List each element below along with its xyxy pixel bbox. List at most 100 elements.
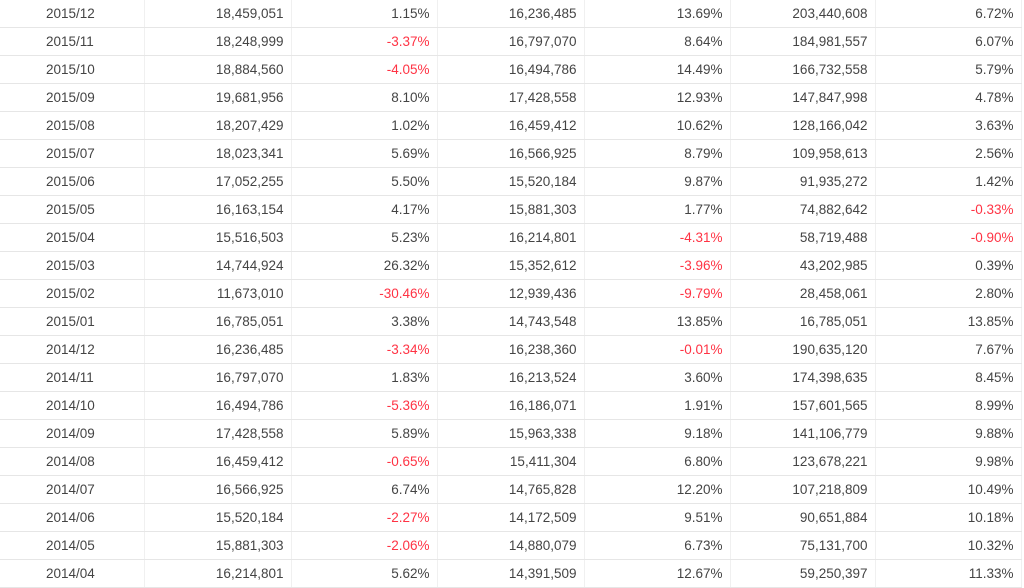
cumulative-value-cell: 109,958,613 [730,139,876,168]
cumulative-value-cell: 128,166,042 [730,111,876,140]
cumulative-value-cell: 59,250,397 [730,559,876,588]
cumulative-value-cell: 190,635,120 [730,335,876,364]
cumulative-value-cell: 75,131,700 [730,531,876,560]
yoy-change-cell: 6.80% [584,447,731,476]
cumulative-value-cell: 147,847,998 [730,83,876,112]
mom-change-cell: 3.38% [291,307,438,336]
value-cell: 18,884,560 [144,55,292,84]
prior-year-value-cell: 16,238,360 [437,335,585,364]
prior-year-value-cell: 16,797,070 [437,27,585,56]
yoy-change-cell: 9.51% [584,503,731,532]
table-row: 2014/05 15,881,303 -2.06% 14,880,079 6.73% 75… [0,531,1022,560]
value-cell: 19,681,956 [144,83,292,112]
month-cell: 2014/07 [0,475,145,504]
mom-change-cell: 1.83% [291,363,438,392]
month-cell: 2015/06 [0,167,145,196]
yoy-change-cell: 12.93% [584,83,731,112]
cumulative-value-cell: 166,732,558 [730,55,876,84]
cumulative-value-cell: 16,785,051 [730,307,876,336]
yoy-change-cell: 8.79% [584,139,731,168]
prior-year-value-cell: 14,880,079 [437,531,585,560]
cumulative-change-cell: 7.67% [875,335,1022,364]
cumulative-value-cell: 123,678,221 [730,447,876,476]
table-row: 2014/06 15,520,184 -2.27% 14,172,509 9.51% 90… [0,503,1022,532]
cumulative-change-cell: 10.18% [875,503,1022,532]
table-row: 2015/03 14,744,924 26.32% 15,352,612 -3.96% 4… [0,251,1022,280]
cumulative-value-cell: 43,202,985 [730,251,876,280]
table-row: 2014/08 16,459,412 -0.65% 15,411,304 6.80% 12… [0,447,1022,476]
mom-change-cell: 6.74% [291,475,438,504]
prior-year-value-cell: 15,520,184 [437,167,585,196]
cumulative-change-cell: 9.88% [875,419,1022,448]
mom-change-cell: -5.36% [291,391,438,420]
yoy-change-cell: -0.01% [584,335,731,364]
value-cell: 15,881,303 [144,531,292,560]
month-cell: 2014/04 [0,559,145,588]
cumulative-change-cell: -0.90% [875,223,1022,252]
table-row: 2015/06 17,052,255 5.50% 15,520,184 9.87% 91,… [0,167,1022,196]
month-cell: 2015/11 [0,27,145,56]
mom-change-cell: 26.32% [291,251,438,280]
mom-change-cell: -4.05% [291,55,438,84]
mom-change-cell: 5.50% [291,167,438,196]
cumulative-change-cell: 10.32% [875,531,1022,560]
mom-change-cell: 5.69% [291,139,438,168]
month-cell: 2014/09 [0,419,145,448]
yoy-change-cell: 13.69% [584,0,731,28]
mom-change-cell: 5.89% [291,419,438,448]
cumulative-change-cell: -0.33% [875,195,1022,224]
cumulative-change-cell: 8.45% [875,363,1022,392]
value-cell: 16,459,412 [144,447,292,476]
value-cell: 18,207,429 [144,111,292,140]
mom-change-cell: -2.27% [291,503,438,532]
prior-year-value-cell: 14,172,509 [437,503,585,532]
mom-change-cell: -0.65% [291,447,438,476]
yoy-change-cell: 1.91% [584,391,731,420]
table-row: 2015/08 18,207,429 1.02% 16,459,412 10.62% 12… [0,111,1022,140]
cumulative-change-cell: 11.33% [875,559,1022,588]
prior-year-value-cell: 15,963,338 [437,419,585,448]
cumulative-change-cell: 10.49% [875,475,1022,504]
cumulative-value-cell: 74,882,642 [730,195,876,224]
prior-year-value-cell: 16,494,786 [437,55,585,84]
table-row: 2015/05 16,163,154 4.17% 15,881,303 1.77% 74,… [0,195,1022,224]
month-cell: 2015/10 [0,55,145,84]
cumulative-value-cell: 141,106,779 [730,419,876,448]
table-row: 2015/12 18,459,051 1.15% 16,236,485 13.69% 20… [0,0,1022,28]
mom-change-cell: 1.02% [291,111,438,140]
prior-year-value-cell: 12,939,436 [437,279,585,308]
yoy-change-cell: 14.49% [584,55,731,84]
month-cell: 2014/10 [0,391,145,420]
cumulative-value-cell: 90,651,884 [730,503,876,532]
month-cell: 2015/09 [0,83,145,112]
cumulative-change-cell: 6.72% [875,0,1022,28]
table-row: 2014/04 16,214,801 5.62% 14,391,509 12.67% 59… [0,559,1022,588]
table-row: 2015/01 16,785,051 3.38% 14,743,548 13.85% 16… [0,307,1022,336]
prior-year-value-cell: 15,411,304 [437,447,585,476]
table-row: 2014/12 16,236,485 -3.34% 16,238,360 -0.01% 1… [0,335,1022,364]
value-cell: 15,516,503 [144,223,292,252]
cumulative-change-cell: 9.98% [875,447,1022,476]
prior-year-value-cell: 16,214,801 [437,223,585,252]
table-row: 2015/02 11,673,010 -30.46% 12,939,436 -9.79%… [0,279,1022,308]
cumulative-change-cell: 8.99% [875,391,1022,420]
month-cell: 2015/04 [0,223,145,252]
yoy-change-cell: 12.67% [584,559,731,588]
prior-year-value-cell: 16,236,485 [437,0,585,28]
yoy-change-cell: 13.85% [584,307,731,336]
mom-change-cell: 4.17% [291,195,438,224]
value-cell: 18,459,051 [144,0,292,28]
mom-change-cell: 1.15% [291,0,438,28]
prior-year-value-cell: 17,428,558 [437,83,585,112]
cumulative-value-cell: 174,398,635 [730,363,876,392]
table-row: 2014/10 16,494,786 -5.36% 16,186,071 1.91% 15… [0,391,1022,420]
month-cell: 2015/05 [0,195,145,224]
value-cell: 17,052,255 [144,167,292,196]
cumulative-value-cell: 184,981,557 [730,27,876,56]
table-row: 2014/07 16,566,925 6.74% 14,765,828 12.20% 10… [0,475,1022,504]
prior-year-value-cell: 14,765,828 [437,475,585,504]
month-cell: 2014/06 [0,503,145,532]
prior-year-value-cell: 15,881,303 [437,195,585,224]
